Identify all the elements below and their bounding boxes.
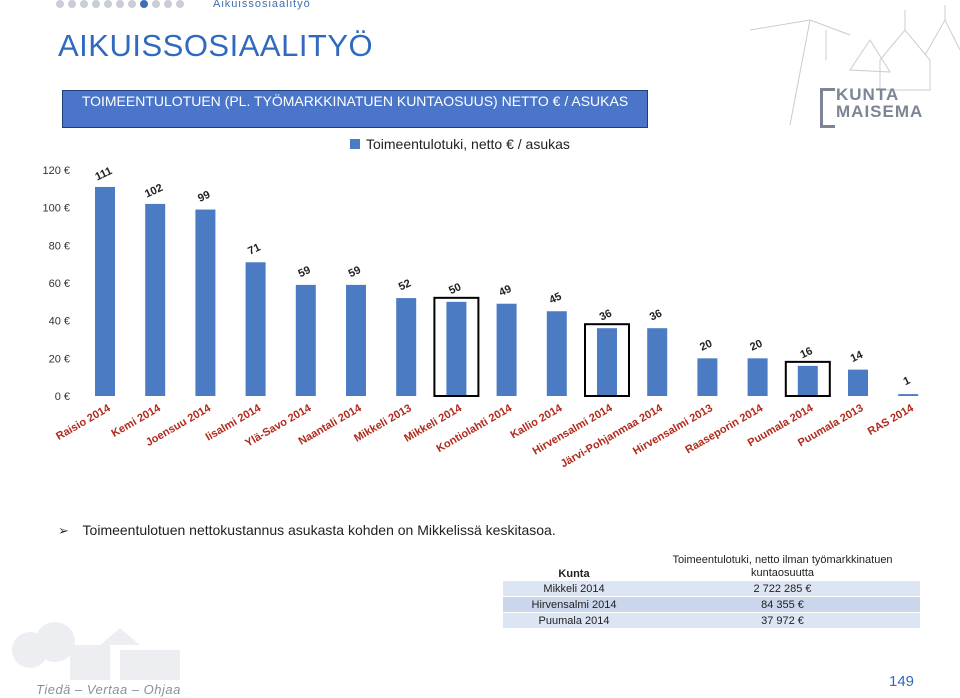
chart-title: TOIMEENTULOTUEN (PL. TYÖMARKKINATUEN KUN… [62, 90, 648, 128]
y-tick-label: 100 € [42, 203, 70, 215]
bar-value-label: 1 [902, 375, 913, 388]
bar-value-label: 20 [698, 338, 714, 354]
bar [446, 301, 467, 396]
table-cell-value: 2 722 285 € [645, 580, 920, 597]
y-tick-label: 0 € [55, 391, 70, 403]
chart-legend: Toimeentulotuki, netto € / asukas [350, 136, 570, 152]
slide-nav-dots[interactable] [56, 0, 184, 8]
y-tick-label: 40 € [49, 316, 70, 328]
slide-nav-dot[interactable] [56, 0, 64, 8]
table-header-kunta: Kunta [503, 554, 645, 581]
city-skyline-decoration [749, 5, 960, 126]
bar [546, 311, 567, 396]
x-tick-label: Raisio 2014 [54, 402, 113, 443]
slide-nav-dot[interactable] [164, 0, 172, 8]
slide-nav-dot[interactable] [176, 0, 184, 8]
highlight-box [584, 323, 630, 397]
y-tick-label: 80 € [49, 240, 70, 252]
bar-value-label: 45 [547, 291, 563, 307]
bar-value-label: 14 [849, 349, 866, 365]
slide-nav-dot[interactable] [80, 0, 88, 8]
x-tick-label: RAS 2014 [866, 402, 917, 438]
table-row: Hirvensalmi 2014 84 355 € [503, 596, 920, 613]
kuntamaisema-logo-mark [820, 88, 835, 128]
bar-value-label: 59 [296, 264, 312, 280]
bar-value-label: 50 [447, 281, 463, 297]
bar-value-label: 36 [648, 307, 664, 323]
table-row: Mikkeli 2014 2 722 285 € [503, 580, 920, 597]
bar [496, 303, 517, 396]
bar-value-label: 59 [347, 264, 363, 280]
bar [145, 203, 166, 396]
bar [898, 394, 919, 396]
bar-value-label: 20 [748, 338, 764, 354]
slide-nav-dot[interactable] [104, 0, 112, 8]
bar-value-label: 111 [93, 165, 114, 183]
bar-value-label: 102 [143, 182, 165, 201]
slide-nav-dot[interactable] [140, 0, 148, 8]
bar [747, 358, 768, 396]
y-tick-label: 60 € [49, 278, 70, 290]
table-cell-value: 37 972 € [645, 612, 920, 628]
kuntamaisema-logo: KUNTA MAISEMA [836, 86, 923, 120]
y-tick-label: 20 € [49, 353, 70, 365]
bar-value-label: 52 [397, 277, 413, 293]
table-row: Puumala 2014 37 972 € [503, 612, 920, 628]
bar [195, 209, 216, 396]
bar [396, 298, 417, 396]
slide-nav-dot[interactable] [68, 0, 76, 8]
table-cell-value: 84 355 € [645, 596, 920, 613]
bar-value-label: 71 [246, 242, 262, 258]
table-cell-kunta: Hirvensalmi 2014 [503, 596, 645, 613]
bar [346, 284, 366, 396]
slide-nav-dot[interactable] [92, 0, 100, 8]
bar-value-label: 99 [196, 189, 212, 205]
bullet-point: ➢ Toimeentulotuen nettokustannus asukast… [58, 522, 556, 539]
footer-tagline: Tiedä – Vertaa – Ohjaa [36, 682, 181, 697]
bar-value-label: 49 [497, 283, 513, 299]
page-number: 149 [889, 673, 915, 690]
bar [797, 365, 818, 396]
bar [295, 284, 316, 396]
town-silhouette-decoration [12, 622, 180, 680]
bar [245, 262, 266, 396]
bar [597, 328, 617, 396]
bar-value-label: 16 [798, 345, 814, 361]
table-header-row: Kunta Toimeentulotuki, netto ilman työma… [503, 554, 920, 581]
breadcrumb: Aikuissosiaalityö [213, 0, 311, 10]
comparison-table: Kunta Toimeentulotuki, netto ilman työma… [503, 554, 920, 628]
slide-nav-dot[interactable] [128, 0, 136, 8]
slide-nav-dot[interactable] [116, 0, 124, 8]
y-tick-label: 120 € [42, 165, 70, 177]
bar [95, 186, 115, 396]
legend-swatch [350, 139, 360, 149]
bar [647, 328, 668, 396]
bar-chart: 0 € 20 € 40 € 60 € 80 € 100 € 120 € 111 Raisio 2… [42, 165, 919, 470]
page-title: AIKUISSOSIAALITYÖ [58, 28, 374, 63]
bullet-text: Toimeentulotuen nettokustannus asukasta … [82, 522, 556, 538]
table-header-value: Toimeentulotuki, netto ilman työmarkkina… [645, 554, 920, 581]
bar [697, 358, 718, 396]
bar-value-label: 36 [598, 307, 614, 323]
table-cell-kunta: Mikkeli 2014 [503, 580, 645, 597]
logo-line2: MAISEMA [836, 102, 924, 121]
bar [848, 369, 868, 396]
legend-label: Toimeentulotuki, netto € / asukas [366, 136, 570, 152]
highlight-box [784, 360, 831, 398]
bullet-arrow-icon: ➢ [58, 523, 69, 538]
slide-nav-dot[interactable] [152, 0, 160, 8]
table-cell-kunta: Puumala 2014 [503, 612, 645, 628]
highlight-box [433, 296, 480, 397]
logo-line1: KUNTA [836, 85, 900, 104]
